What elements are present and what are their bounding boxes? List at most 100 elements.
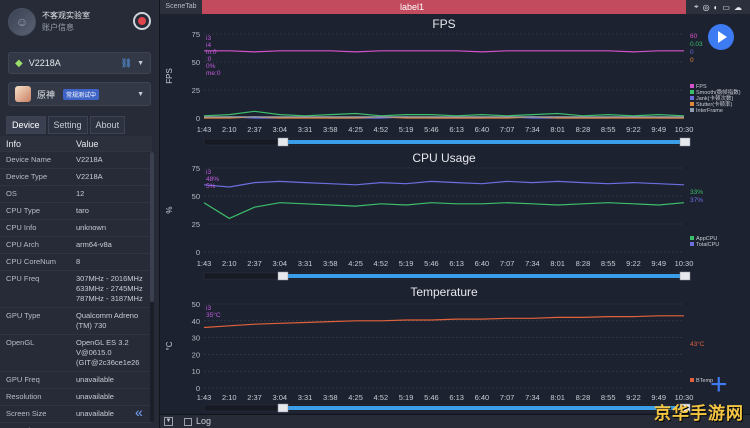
table-row: GPU Freq unavailable bbox=[0, 372, 152, 389]
charts-svg: FPS FPS 0 25 50 75 1:43 2:10 2:37 3:04 3:31 3:58 4:2… bbox=[165, 17, 741, 413]
side-value: 33% bbox=[690, 189, 703, 196]
x-tick-label: 8:55 bbox=[601, 125, 616, 134]
scrollbar-thumb[interactable] bbox=[150, 152, 154, 302]
x-tick-label: 5:19 bbox=[399, 259, 414, 268]
info-key: CPU Freq bbox=[6, 274, 40, 283]
info-value: arm64-v8a bbox=[76, 240, 112, 249]
screen-icon[interactable]: ▭ bbox=[722, 2, 730, 12]
record-button[interactable] bbox=[133, 12, 151, 30]
info-key: OpenGL bbox=[6, 338, 35, 347]
play-button[interactable] bbox=[708, 24, 734, 50]
series-line-1 bbox=[203, 180, 685, 188]
info-key: Ram Size bbox=[0, 423, 74, 428]
x-tick-label: 7:07 bbox=[500, 125, 515, 134]
chart-title: Temperature bbox=[410, 285, 478, 299]
range-slider-handle-right bbox=[679, 271, 691, 281]
legend-entry: Smooth(稳帧指数) bbox=[696, 88, 741, 96]
account-info-link[interactable]: 账户信息 bbox=[42, 23, 74, 32]
x-tick-label: 3:04 bbox=[272, 259, 287, 268]
tab-about[interactable]: About bbox=[89, 116, 126, 134]
x-tick-label: 2:37 bbox=[247, 259, 262, 268]
overlay-label: 48% bbox=[206, 176, 219, 183]
y-tick-label: 0 bbox=[196, 114, 200, 123]
y-tick-label: 75 bbox=[192, 30, 200, 39]
info-key: CPU Arch bbox=[6, 240, 39, 249]
x-tick-label: 9:22 bbox=[626, 259, 641, 268]
palette-icon[interactable]: ◐ bbox=[713, 2, 719, 12]
overlay-label: 0% bbox=[206, 63, 216, 70]
column-header-value: Value bbox=[76, 139, 99, 149]
user-bar: ☺ 不客观实验室 账户信息 bbox=[0, 0, 159, 44]
info-value: unknown bbox=[76, 223, 107, 232]
x-tick-label: 3:04 bbox=[272, 125, 287, 134]
x-tick-label: 6:40 bbox=[475, 393, 490, 402]
x-tick-label: 8:28 bbox=[576, 393, 591, 402]
device-panel: ☺ 不客观实验室 账户信息 ◆ V2218A ⛓ ▼ 原神 常规测试中 ▼ De… bbox=[0, 0, 160, 428]
x-tick-label: 4:25 bbox=[348, 393, 363, 402]
x-tick-label: 2:37 bbox=[247, 125, 262, 134]
x-tick-label: 8:28 bbox=[576, 259, 591, 268]
tab-setting[interactable]: Setting bbox=[47, 116, 88, 134]
x-tick-label: 7:34 bbox=[525, 259, 540, 268]
side-value: 0 bbox=[690, 57, 694, 64]
x-tick-label: 7:34 bbox=[525, 393, 540, 402]
info-value: unavailable bbox=[76, 375, 114, 384]
info-key: Resolution bbox=[6, 392, 42, 401]
android-icon: ◆ bbox=[15, 57, 23, 69]
app-selector[interactable]: 原神 常规测试中 ▼ bbox=[8, 82, 151, 106]
x-tick-label: 8:55 bbox=[601, 259, 616, 268]
table-row: Device Type V2218A bbox=[0, 169, 152, 186]
chart-title: FPS bbox=[432, 17, 455, 31]
x-tick-label: 6:40 bbox=[475, 125, 490, 134]
info-value: V2218A bbox=[76, 155, 103, 164]
x-tick-label: 5:46 bbox=[424, 125, 439, 134]
x-tick-label: 5:19 bbox=[399, 125, 414, 134]
y-tick-label: 50 bbox=[192, 192, 200, 201]
play-icon bbox=[718, 31, 727, 43]
legend-swatch bbox=[690, 242, 694, 246]
x-tick-label: 10:30 bbox=[675, 259, 694, 268]
top-icons: ⌖ ◎ ◐ ▭ ☁ bbox=[686, 0, 750, 14]
add-chart-button[interactable]: + bbox=[710, 368, 728, 401]
scene-bar: SceneTab label1 ⌖ ◎ ◐ ▭ ☁ bbox=[160, 0, 750, 14]
info-value: unavailable bbox=[76, 392, 114, 401]
avatar[interactable]: ☺ bbox=[8, 8, 36, 36]
info-value: unavailable bbox=[76, 409, 114, 418]
log-checkbox[interactable] bbox=[184, 418, 192, 426]
range-slider-handle-right bbox=[679, 403, 691, 413]
legend-swatch bbox=[690, 108, 694, 112]
overlay-label: i3 bbox=[206, 305, 211, 312]
scene-tab[interactable]: SceneTab bbox=[160, 0, 202, 14]
info-key: CPU Type bbox=[6, 206, 41, 215]
scrollbar[interactable] bbox=[150, 152, 154, 422]
side-value: 0 bbox=[690, 49, 694, 56]
info-key: GPU Freq bbox=[6, 375, 40, 384]
x-tick-label: 9:49 bbox=[651, 259, 666, 268]
y-tick-label: 30 bbox=[192, 334, 200, 343]
cloud-icon[interactable]: ☁ bbox=[733, 2, 742, 12]
x-tick-label: 6:40 bbox=[475, 259, 490, 268]
range-slider-handle-right bbox=[679, 137, 691, 147]
location-icon[interactable]: ⌖ bbox=[694, 2, 699, 11]
pin-icon[interactable]: ◎ bbox=[702, 2, 710, 12]
table-row: Resolution unavailable bbox=[0, 389, 152, 406]
legend-entry: Stutter(卡顿率) bbox=[696, 100, 733, 108]
chevron-down-icon[interactable]: ▼ bbox=[164, 417, 173, 426]
tab-device[interactable]: Device bbox=[6, 116, 46, 134]
overlay-label: me:0 bbox=[206, 70, 221, 77]
x-tick-label: 8:01 bbox=[550, 259, 565, 268]
collapse-panel-icon[interactable]: « bbox=[135, 404, 143, 420]
info-key: CPU CoreNum bbox=[6, 257, 57, 266]
series-line-3 bbox=[204, 116, 684, 119]
legend-swatch bbox=[690, 102, 694, 106]
series-line-0 bbox=[203, 202, 685, 220]
legend-entry: InterFrame bbox=[696, 108, 723, 114]
y-tick-label: 10 bbox=[192, 367, 200, 376]
bottom-bar: ▼ Log bbox=[160, 414, 750, 428]
legend-entry: AppCPU bbox=[696, 236, 717, 242]
link-icon[interactable]: ⛓ bbox=[120, 57, 132, 68]
y-tick-label: 0 bbox=[196, 384, 200, 393]
x-tick-label: 6:13 bbox=[449, 393, 464, 402]
range-slider-handle-left bbox=[277, 137, 289, 147]
device-selector[interactable]: ◆ V2218A ⛓ ▼ bbox=[8, 52, 151, 74]
